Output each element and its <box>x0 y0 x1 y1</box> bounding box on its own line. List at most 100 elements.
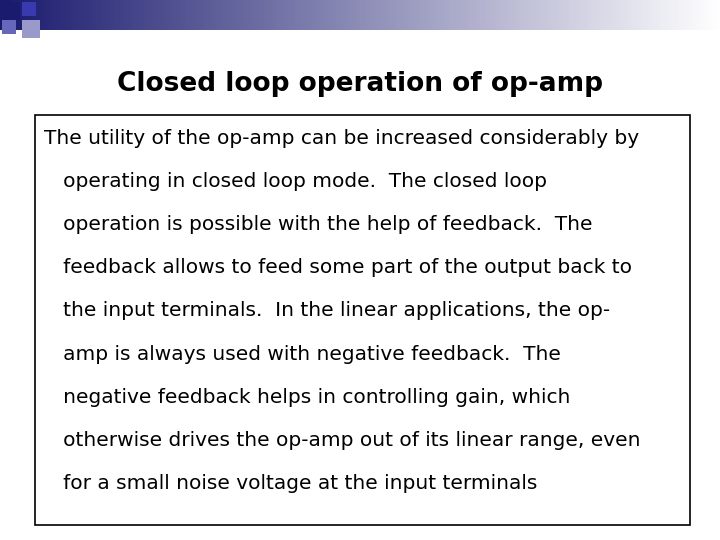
Bar <box>74 0 77 30</box>
Bar <box>449 0 451 30</box>
Bar <box>614 0 617 30</box>
Bar <box>70 0 72 30</box>
Bar <box>574 0 576 30</box>
Bar <box>408 0 410 30</box>
Bar <box>372 0 374 30</box>
Bar <box>341 0 343 30</box>
Bar <box>672 0 675 30</box>
Bar <box>322 0 324 30</box>
Bar <box>711 0 713 30</box>
Bar <box>166 0 168 30</box>
Text: for a small noise voltage at the input terminals: for a small noise voltage at the input t… <box>44 474 537 493</box>
Bar <box>360 0 362 30</box>
Bar <box>511 0 513 30</box>
Bar <box>518 0 521 30</box>
Bar <box>209 0 211 30</box>
Bar <box>274 0 276 30</box>
Bar <box>665 0 667 30</box>
Bar <box>686 0 689 30</box>
Bar <box>171 0 173 30</box>
Bar <box>283 0 286 30</box>
Bar <box>492 0 495 30</box>
Bar <box>103 0 106 30</box>
Bar <box>204 0 207 30</box>
Bar <box>24 0 27 30</box>
Bar <box>178 0 180 30</box>
Bar <box>50 0 53 30</box>
Bar <box>216 0 218 30</box>
Bar <box>297 0 300 30</box>
Bar <box>593 0 595 30</box>
Bar <box>108 0 110 30</box>
Bar <box>94 0 96 30</box>
Bar <box>708 0 711 30</box>
Bar <box>595 0 598 30</box>
Bar <box>29 0 31 30</box>
Bar <box>696 0 698 30</box>
Bar <box>706 0 708 30</box>
Bar <box>619 0 621 30</box>
Bar <box>682 0 684 30</box>
Bar <box>634 0 636 30</box>
Bar <box>27 0 29 30</box>
Bar <box>401 0 403 30</box>
Bar <box>149 0 151 30</box>
Bar <box>230 0 233 30</box>
Bar <box>77 0 79 30</box>
Bar <box>286 0 288 30</box>
Bar <box>549 0 552 30</box>
Bar <box>235 0 238 30</box>
Bar <box>279 0 281 30</box>
Bar <box>495 0 497 30</box>
Bar <box>310 0 312 30</box>
Bar <box>540 0 542 30</box>
Bar <box>552 0 554 30</box>
Bar <box>243 0 245 30</box>
Bar <box>703 0 706 30</box>
Bar <box>463 0 466 30</box>
Bar <box>60 0 63 30</box>
Bar <box>142 0 144 30</box>
Bar <box>643 0 646 30</box>
Bar <box>554 0 557 30</box>
Bar <box>473 0 475 30</box>
Bar <box>225 0 228 30</box>
Bar <box>538 0 540 30</box>
Bar <box>326 0 329 30</box>
Bar <box>146 0 149 30</box>
Bar <box>567 0 569 30</box>
Bar <box>459 0 461 30</box>
Bar <box>631 0 634 30</box>
Bar <box>437 0 439 30</box>
Bar <box>331 0 333 30</box>
Bar <box>446 0 449 30</box>
Bar <box>89 0 91 30</box>
Bar <box>607 0 610 30</box>
Bar <box>621 0 624 30</box>
Bar <box>156 0 158 30</box>
Bar <box>41 0 43 30</box>
Bar <box>187 0 189 30</box>
Bar <box>211 0 214 30</box>
Bar <box>418 0 420 30</box>
Bar <box>223 0 225 30</box>
Bar <box>521 0 523 30</box>
Bar <box>617 0 619 30</box>
Bar <box>96 0 99 30</box>
Bar <box>362 0 365 30</box>
Bar <box>626 0 629 30</box>
Bar <box>528 0 531 30</box>
Bar <box>562 0 564 30</box>
Bar <box>353 0 355 30</box>
Bar <box>300 0 302 30</box>
Bar <box>9 0 12 30</box>
Bar <box>72 0 74 30</box>
Bar <box>603 0 605 30</box>
Bar <box>477 0 480 30</box>
Bar <box>531 0 533 30</box>
Bar <box>199 0 202 30</box>
Bar <box>648 0 650 30</box>
Bar <box>523 0 526 30</box>
Bar <box>713 0 715 30</box>
Bar <box>545 0 547 30</box>
